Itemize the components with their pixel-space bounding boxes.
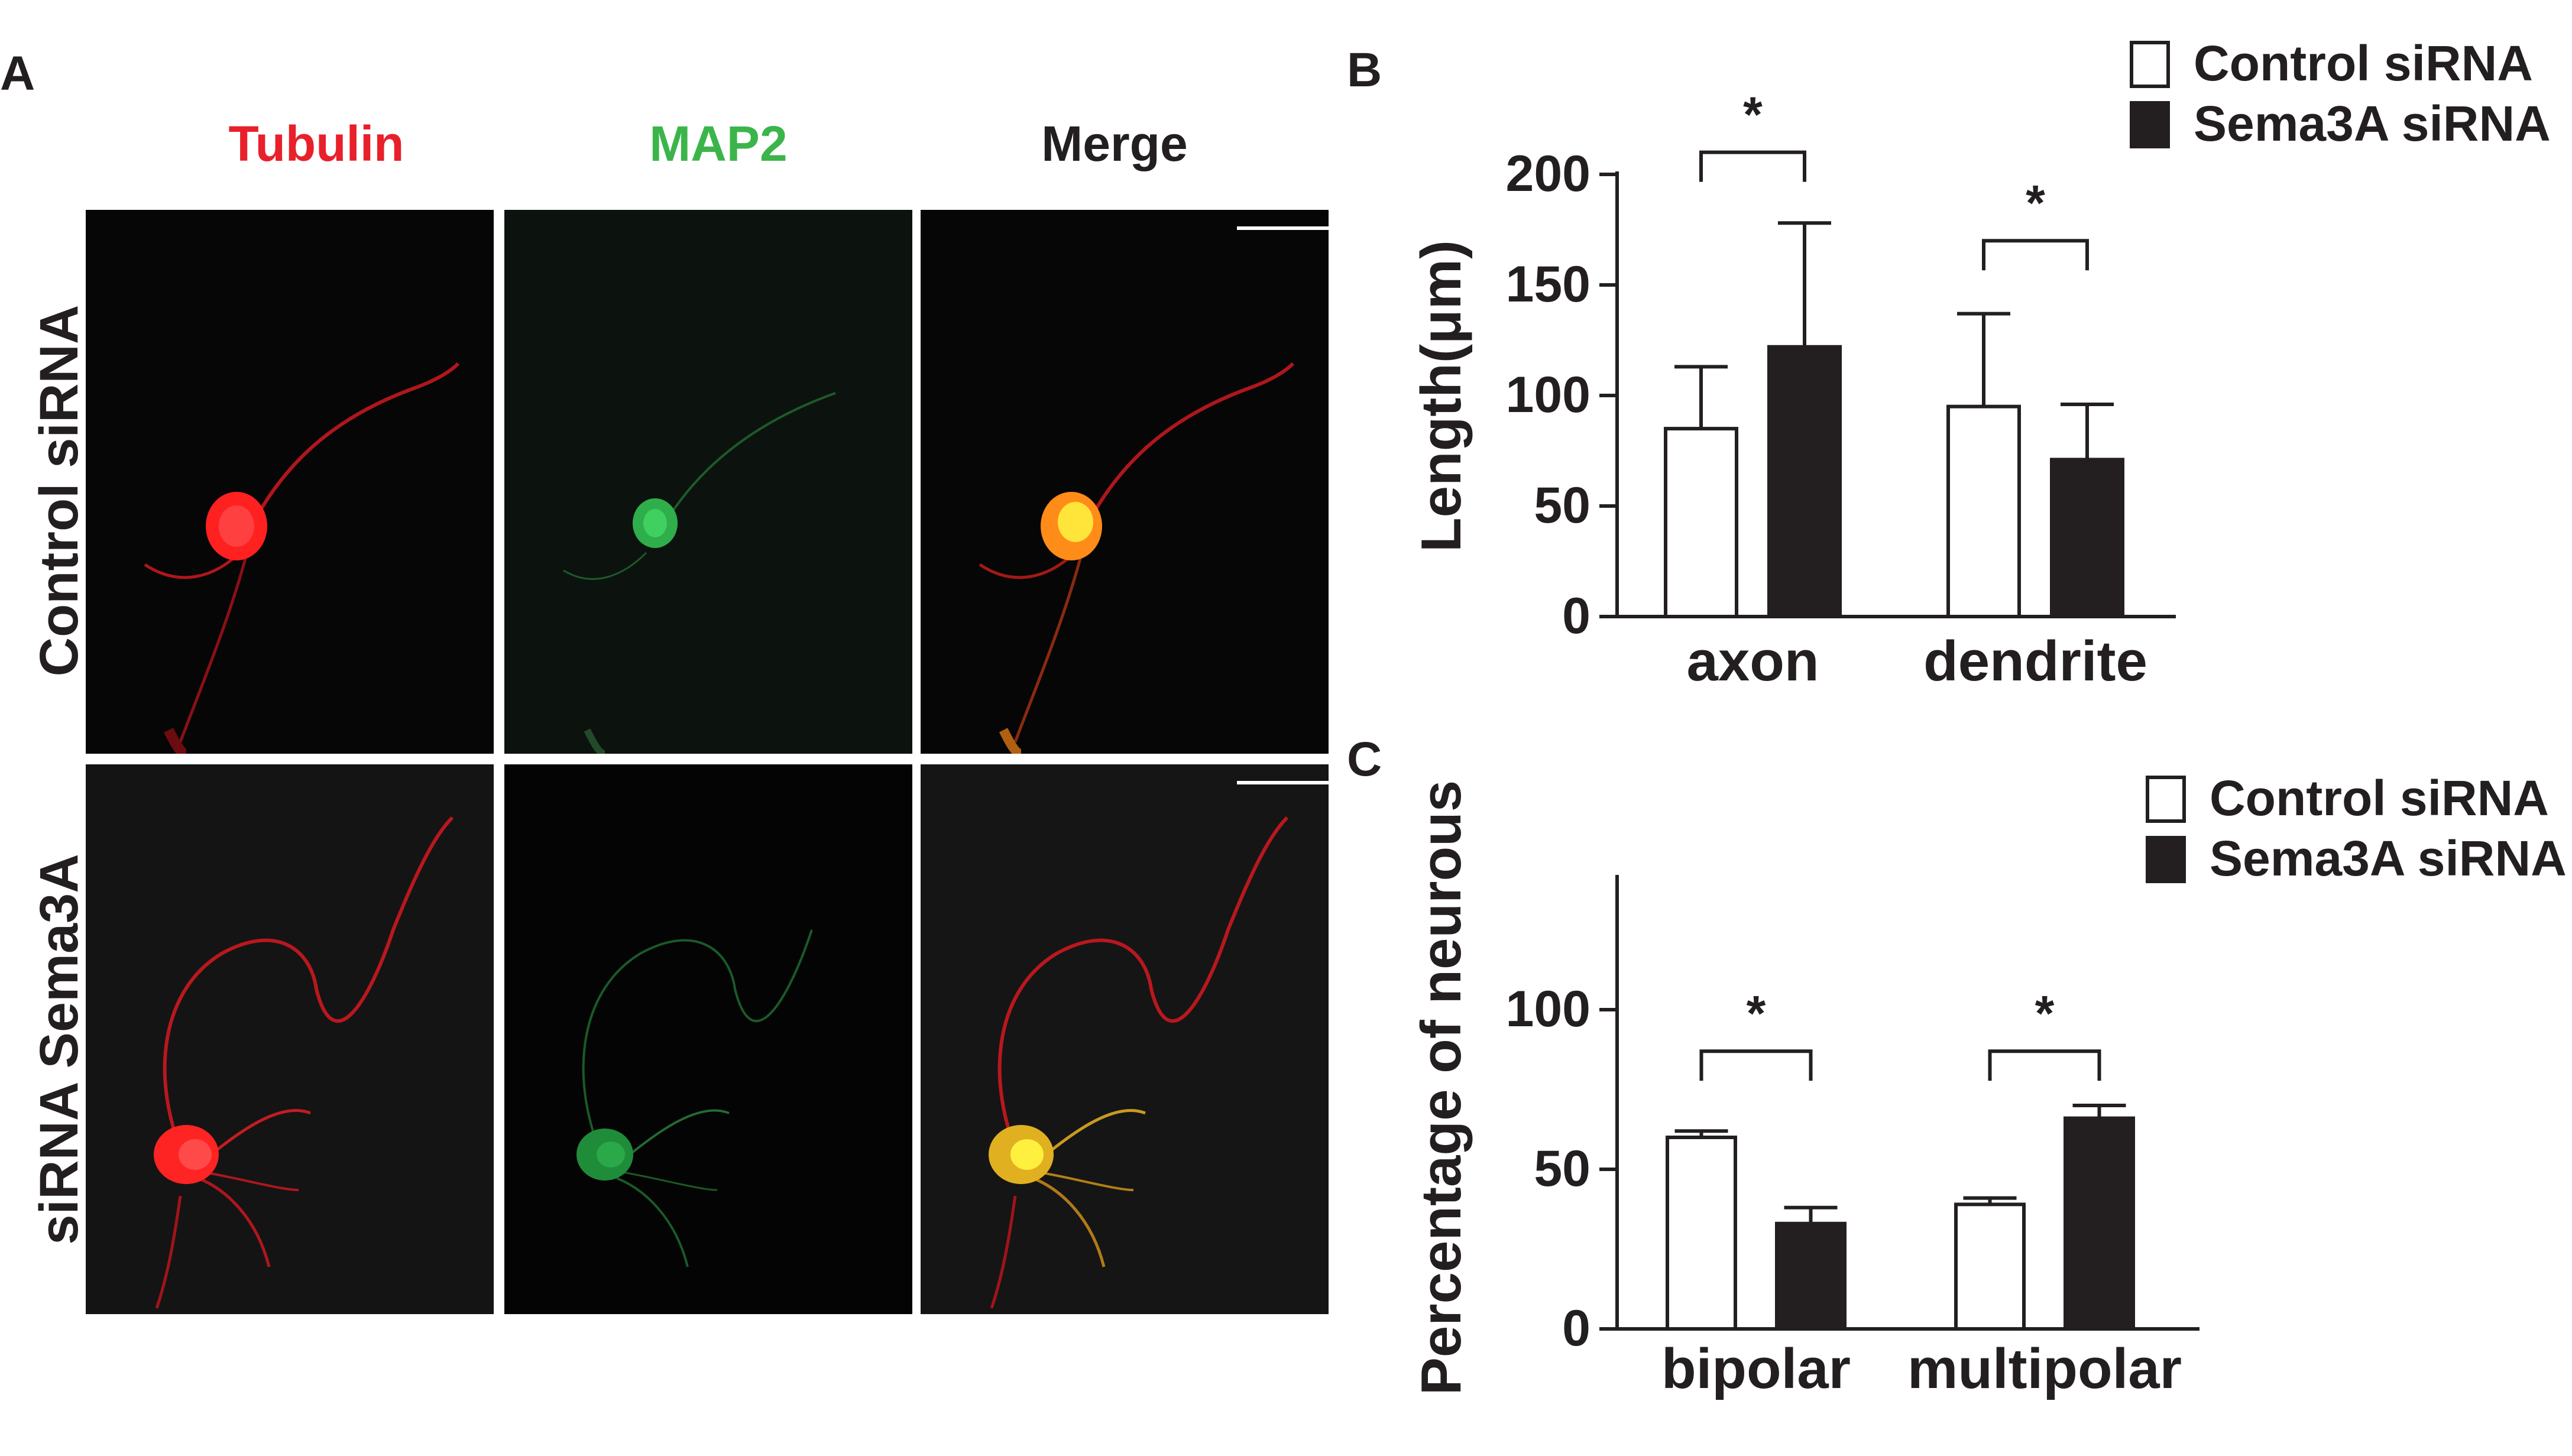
micrograph-sema3a-map2 [504, 764, 912, 1314]
panel-label-a: A [0, 47, 35, 100]
micrograph-control-merge [921, 210, 1329, 754]
bar [1954, 1202, 2026, 1331]
y-tick-label: 0 [1562, 1300, 1591, 1357]
bar [1666, 1136, 1737, 1331]
legend-label: Sema3A siRNA [2194, 96, 2551, 151]
significance-bracket [1699, 1049, 1813, 1081]
x-tick-label: dendrite [1923, 630, 2147, 693]
legend-swatch [2130, 41, 2170, 88]
x-tick-label: axon [1686, 630, 1819, 693]
x-tick-label: bipolar [1661, 1337, 1851, 1400]
y-tick-label: 200 [1506, 145, 1591, 202]
significance-bracket [1699, 150, 1806, 182]
significance-bracket [1988, 1049, 2101, 1081]
scale-bar [1237, 781, 1329, 784]
row-label-control-sirna: Control siRNA [29, 304, 89, 677]
micrograph-control-tubulin [86, 210, 494, 754]
legend-label: Control siRNA [2194, 35, 2533, 91]
x-tick-label: multipolar [1907, 1337, 2182, 1400]
column-title-tubulin: Tubulin [228, 116, 404, 171]
y-tick-label: 50 [1534, 477, 1591, 534]
bar [2050, 458, 2124, 619]
bar [1664, 427, 1738, 618]
micrograph-sema3a-merge [921, 764, 1329, 1314]
column-title-merge: Merge [1041, 116, 1188, 171]
row-label-sirna-sema3a: siRNA Sema3A [29, 854, 89, 1245]
y-axis-label: Percentage of neurous [1410, 780, 1473, 1395]
significance-star: * [2026, 175, 2045, 231]
significance-star: * [2035, 985, 2055, 1041]
significance-star: * [1743, 87, 1763, 142]
legend-label: Sema3A siRNA [2210, 831, 2567, 886]
legend-swatch [2146, 836, 2186, 883]
y-tick-label: 150 [1506, 256, 1591, 313]
y-tick-label: 50 [1534, 1140, 1591, 1197]
legend-label: Control siRNA [2210, 770, 2549, 826]
y-axis-label: Length(μm) [1410, 240, 1473, 552]
micrograph-sema3a-tubulin [86, 764, 494, 1314]
bar [1946, 404, 2021, 618]
y-tick-label: 0 [1562, 588, 1591, 644]
bar [1775, 1221, 1847, 1331]
y-tick-label: 100 [1506, 367, 1591, 423]
legend-swatch [2130, 101, 2170, 148]
legend-swatch [2146, 776, 2186, 823]
y-tick-label: 100 [1506, 981, 1591, 1037]
scale-bar [1237, 226, 1329, 230]
bar [1767, 345, 1842, 618]
significance-star: * [1747, 985, 1766, 1041]
panel-label-c: C [1347, 732, 1382, 786]
significance-bracket [1982, 239, 2089, 271]
column-title-map2: MAP2 [649, 116, 788, 171]
micrograph-control-map2 [504, 210, 912, 754]
bar [2064, 1116, 2135, 1331]
panel-label-b: B [1347, 43, 1382, 97]
